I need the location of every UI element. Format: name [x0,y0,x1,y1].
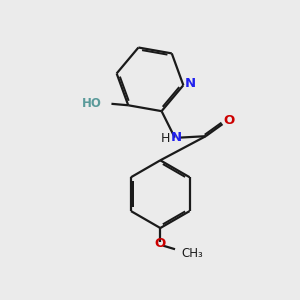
Text: HO: HO [82,97,102,110]
Text: O: O [224,114,235,127]
Text: N: N [184,77,195,90]
Text: O: O [154,237,166,250]
Text: CH₃: CH₃ [182,247,203,260]
Text: H: H [161,132,170,145]
Text: N: N [171,130,182,144]
